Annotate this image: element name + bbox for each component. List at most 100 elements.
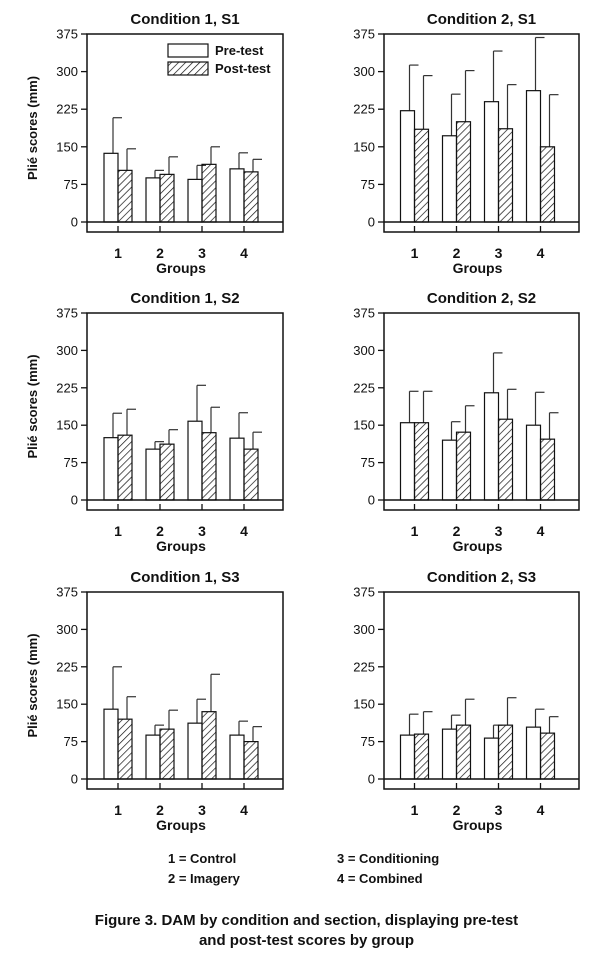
x-axis-label: Groups: [156, 260, 206, 276]
post-test-bar-1: [117, 718, 133, 780]
y-tick-label: 225: [353, 380, 375, 395]
y-tick-label: 150: [56, 418, 78, 433]
y-tick-label: 375: [56, 27, 78, 42]
x-tick-label: 3: [198, 802, 206, 818]
plot-frame: [383, 33, 580, 233]
pre-test-bar-4: [525, 424, 542, 501]
x-tick-label: 2: [453, 523, 461, 539]
x-axis-label: Groups: [156, 538, 206, 554]
y-tick-label: 150: [56, 139, 78, 154]
group-key-3: 3 = Conditioning: [337, 851, 440, 866]
group-key-1: 1 = Control: [168, 851, 237, 866]
pre-test-bar-2: [441, 135, 458, 223]
pre-test-bar-2: [441, 728, 458, 780]
plot-frame: [383, 591, 580, 790]
y-tick-label: 150: [353, 697, 375, 712]
group-key-2: 2 = Imagery: [168, 871, 240, 886]
pre-test-bar-4: [525, 726, 542, 780]
chart-title: Condition 1, S3: [130, 569, 239, 586]
pre-test-bar-4: [525, 90, 542, 223]
post-test-bar-2: [159, 728, 175, 780]
y-tick-label: 0: [71, 772, 78, 787]
post-test-bar-3: [497, 128, 514, 223]
y-tick-label: 375: [353, 306, 375, 321]
post-test-bar-2: [159, 173, 175, 223]
x-tick-label: 1: [411, 245, 419, 261]
chart-title: Condition 1, S2: [130, 290, 239, 307]
y-tick-label: 75: [361, 734, 375, 749]
y-tick-label: 300: [353, 343, 375, 358]
post-test-bar-4: [539, 732, 556, 780]
pre-test-bar-3: [483, 392, 500, 501]
y-tick-label: 375: [56, 306, 78, 321]
pre-test-legend-swatch: [167, 43, 209, 58]
x-tick-label: 4: [537, 802, 545, 818]
y-tick-label: 0: [368, 772, 375, 787]
x-tick-label: 3: [198, 523, 206, 539]
y-tick-label: 0: [71, 493, 78, 508]
x-axis-label: Groups: [453, 260, 503, 276]
x-axis-label: Groups: [453, 817, 503, 833]
pre-test-bar-1: [399, 110, 416, 223]
plot-frame: [383, 312, 580, 511]
x-tick-label: 1: [114, 523, 122, 539]
pre-test-bar-1: [399, 422, 416, 501]
post-test-bar-1: [117, 169, 133, 223]
post-test-bar-3: [497, 724, 514, 780]
x-tick-label: 4: [240, 245, 248, 261]
post-test-bar-4: [539, 438, 556, 501]
pre-test-bar-3: [483, 101, 500, 223]
y-tick-label: 300: [56, 343, 78, 358]
y-tick-label: 375: [353, 585, 375, 600]
figure-caption-line-1: Figure 3. DAM by condition and section, …: [94, 912, 519, 929]
pre-test-bar-2: [441, 439, 458, 501]
y-tick-label: 75: [361, 177, 375, 192]
pre-test-bar-3: [187, 420, 203, 501]
pre-test-bar-1: [399, 734, 416, 780]
plot-frame: [86, 33, 284, 233]
x-tick-label: 1: [114, 802, 122, 818]
y-tick-label: 300: [353, 64, 375, 79]
pre-test-bar-1: [103, 437, 119, 501]
y-tick-label: 300: [353, 622, 375, 637]
plot-frame: [86, 591, 284, 790]
plot-frame: [86, 312, 284, 511]
x-tick-label: 1: [114, 245, 122, 261]
post-test-bar-2: [455, 121, 472, 223]
chart-panel-4: Condition 2, S2 0 75 150 225 300 375 1 2 3 4 Groups: [353, 290, 580, 554]
post-test-bar-1: [117, 434, 133, 501]
pre-test-bar-1: [103, 708, 119, 780]
post-test-bar-3: [497, 418, 514, 501]
legend-label: Pre-test: [215, 43, 264, 58]
post-test-bar-2: [455, 431, 472, 501]
x-tick-label: 3: [495, 523, 503, 539]
x-tick-label: 3: [198, 245, 206, 261]
y-tick-label: 75: [361, 455, 375, 470]
y-axis-label: Plié scores (mm): [25, 633, 40, 737]
post-test-bar-2: [159, 443, 175, 501]
y-tick-label: 225: [353, 659, 375, 674]
x-tick-label: 2: [156, 523, 164, 539]
chart-title: Condition 1, S1: [130, 11, 239, 28]
x-tick-label: 2: [453, 245, 461, 261]
post-test-legend-swatch: [167, 61, 209, 76]
x-tick-label: 1: [411, 802, 419, 818]
y-tick-label: 375: [353, 27, 375, 42]
legend-label: Post-test: [215, 61, 271, 76]
legend: Pre-test Post-test: [167, 43, 271, 76]
pre-test-bar-3: [483, 737, 500, 780]
post-test-bar-4: [243, 740, 259, 780]
chart-panel-1: Condition 1, S1 0 75 150 225 300 375 Plié score…: [25, 11, 284, 276]
chart-panel-5: Condition 1, S3 0 75 150 225 300 375 Plié score…: [25, 569, 284, 833]
y-tick-label: 75: [64, 455, 78, 470]
y-tick-label: 225: [353, 102, 375, 117]
y-tick-label: 225: [56, 659, 78, 674]
pre-test-bar-3: [187, 178, 203, 223]
x-tick-label: 4: [240, 802, 248, 818]
post-test-bar-4: [243, 171, 259, 223]
y-tick-label: 0: [368, 215, 375, 230]
post-test-bar-3: [201, 163, 217, 223]
y-tick-label: 150: [353, 418, 375, 433]
chart-title: Condition 2, S3: [427, 569, 536, 586]
